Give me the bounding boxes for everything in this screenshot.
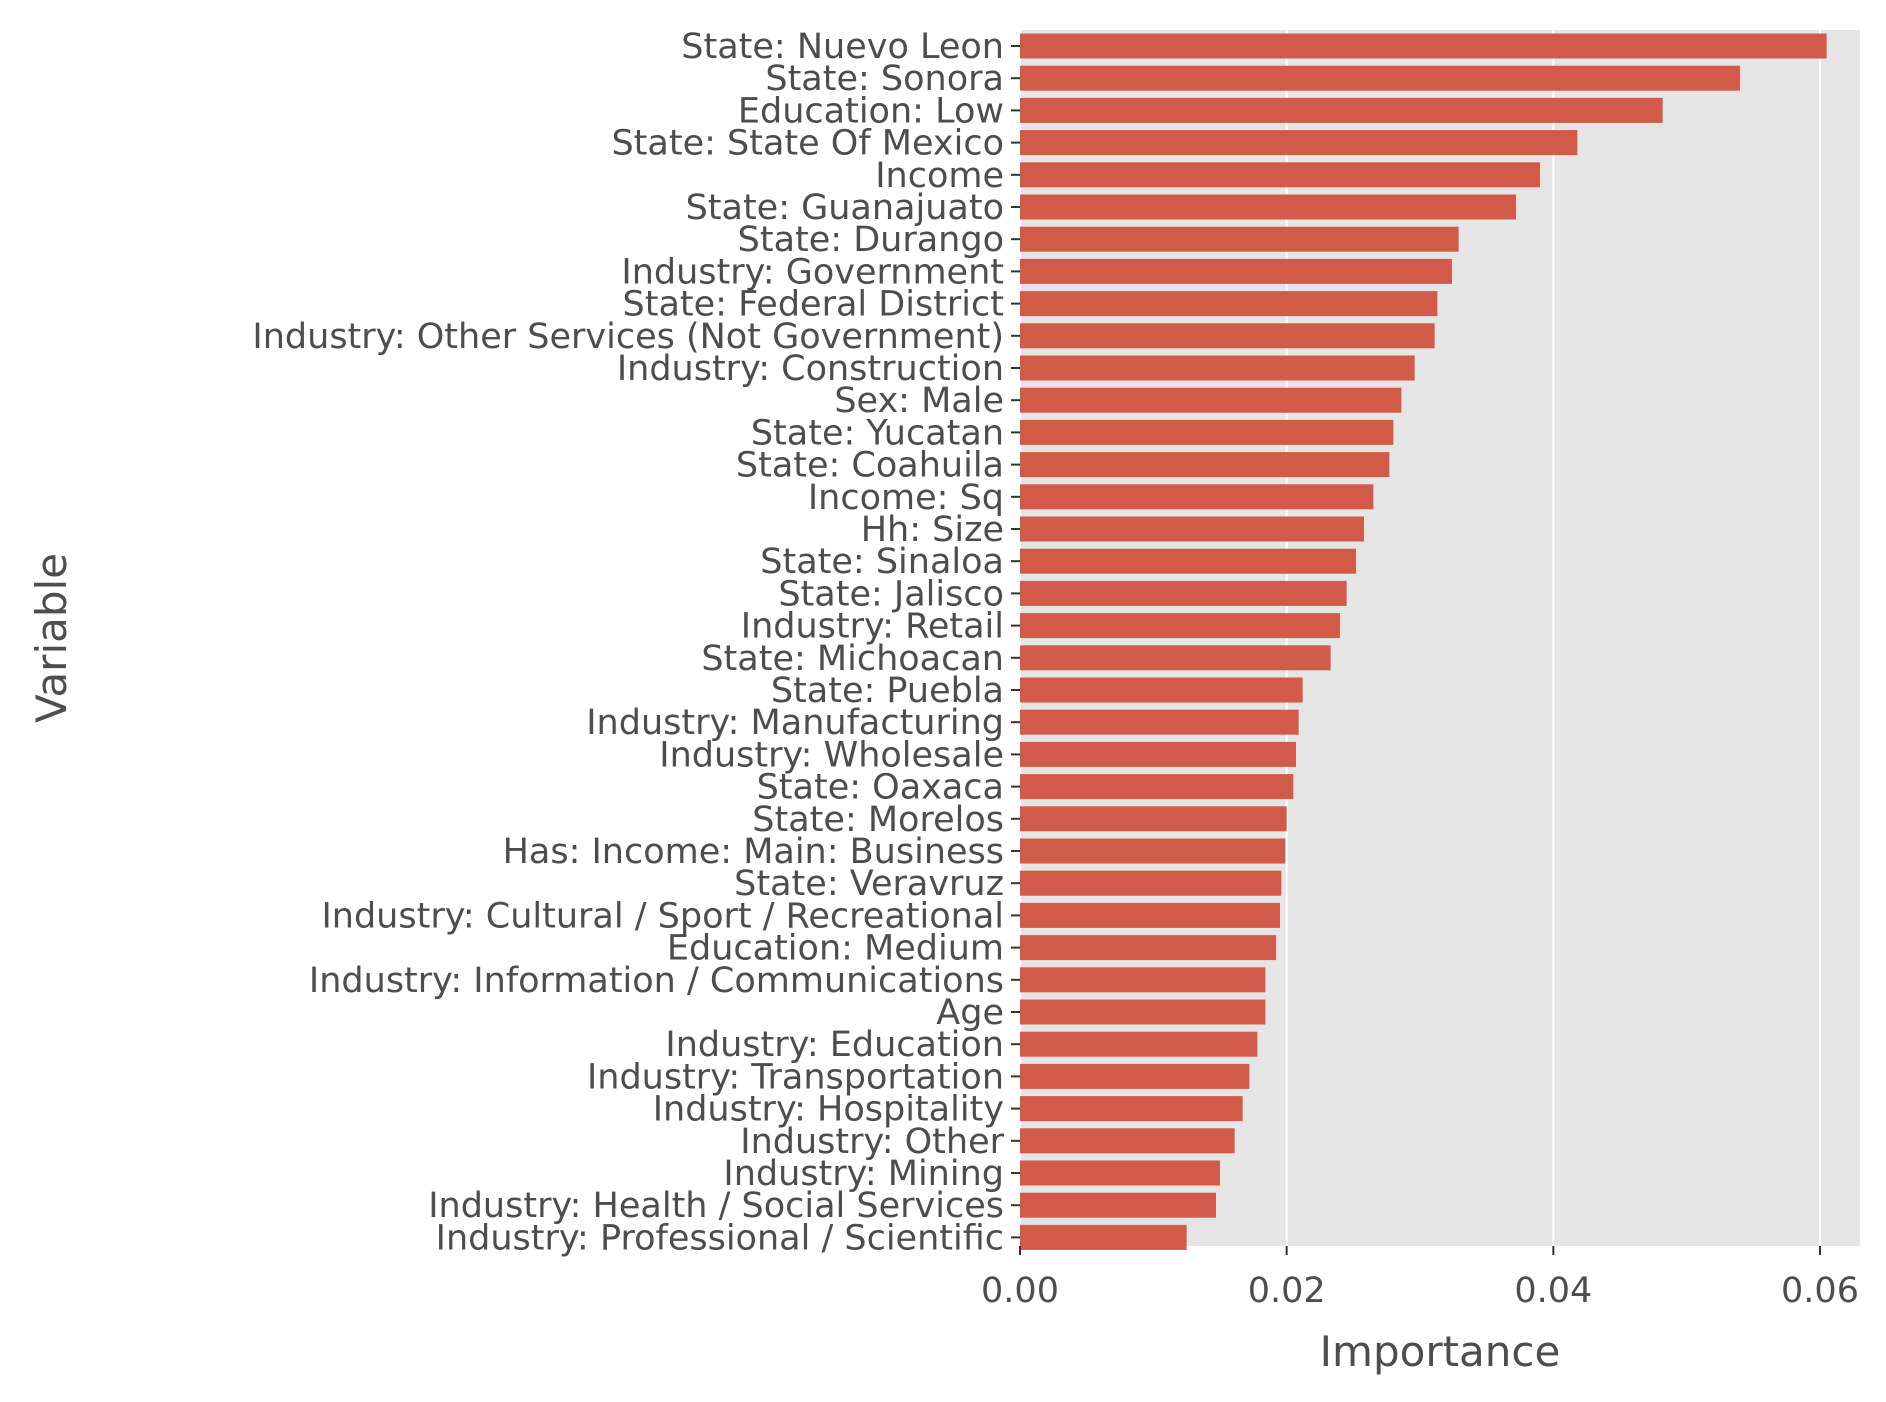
bar	[1020, 1128, 1235, 1154]
bar	[1020, 1063, 1250, 1089]
bar	[1020, 548, 1356, 574]
bar	[1020, 1224, 1187, 1250]
bar	[1020, 419, 1394, 445]
bar	[1020, 870, 1282, 896]
bar	[1020, 97, 1663, 123]
bar	[1020, 1031, 1258, 1057]
bar	[1020, 1192, 1216, 1218]
bar	[1020, 935, 1276, 961]
bar	[1020, 323, 1435, 349]
category-label: Education: Low	[738, 91, 1004, 131]
bar	[1020, 999, 1266, 1025]
bar	[1020, 226, 1459, 252]
bar	[1020, 194, 1516, 220]
category-label: Industry: Wholesale	[659, 735, 1004, 775]
category-label: Industry: Retail	[741, 607, 1004, 647]
bar	[1020, 709, 1299, 735]
bar	[1020, 838, 1286, 864]
category-label: Industry: Government	[621, 252, 1004, 292]
category-label: Income	[875, 156, 1004, 196]
bar	[1020, 387, 1402, 413]
x-axis-title: Importance	[1320, 1327, 1561, 1376]
category-label: State: Oaxaca	[757, 768, 1004, 808]
category-label: Income: Sq	[808, 478, 1004, 518]
category-label: Age	[936, 993, 1004, 1033]
bar	[1020, 677, 1303, 703]
category-label: Education: Medium	[667, 929, 1004, 969]
bars	[1020, 33, 1827, 1250]
bar	[1020, 65, 1740, 91]
category-label: State: Nuevo Leon	[681, 27, 1004, 67]
category-label: Industry: Hospitality	[653, 1090, 1004, 1130]
category-label: State: Yucatan	[751, 413, 1004, 453]
bar	[1020, 162, 1540, 188]
category-label: State: Michoacan	[701, 639, 1004, 679]
bar	[1020, 580, 1347, 606]
category-label: Hh: Size	[861, 510, 1004, 550]
bar	[1020, 291, 1438, 317]
category-label: State: State Of Mexico	[611, 124, 1004, 164]
x-tick-label: 0.06	[1781, 1271, 1859, 1311]
category-label: Sex: Male	[834, 381, 1004, 421]
bar	[1020, 741, 1296, 767]
category-label: Industry: Mining	[723, 1154, 1004, 1194]
bar	[1020, 452, 1390, 478]
category-label: Industry: Health / Social Services	[428, 1186, 1004, 1226]
bar	[1020, 33, 1827, 59]
x-tick-label: 0.00	[981, 1271, 1059, 1311]
category-label: Industry: Manufacturing	[586, 703, 1004, 743]
category-label: State: Jalisco	[778, 574, 1004, 614]
bar	[1020, 130, 1578, 156]
category-label: Industry: Information / Communications	[309, 961, 1004, 1001]
category-label: State: Sonora	[765, 59, 1004, 99]
y-axis-title: Variable	[27, 553, 76, 723]
x-ticks: 0.00 0.02 0.04 0.06	[981, 1246, 1859, 1311]
bar	[1020, 258, 1452, 284]
bar	[1020, 355, 1415, 381]
x-tick-label: 0.02	[1248, 1271, 1326, 1311]
category-label: State: Durango	[738, 220, 1004, 260]
category-label: State: Sinaloa	[760, 542, 1004, 582]
bar	[1020, 774, 1294, 800]
category-label: Industry: Education	[665, 1025, 1004, 1065]
category-label: State: Federal District	[623, 285, 1004, 325]
y-ticks	[1011, 45, 1020, 1239]
bar	[1020, 516, 1364, 542]
category-label: State: Puebla	[771, 671, 1004, 711]
category-label: Industry: Construction	[617, 349, 1004, 389]
category-label: State: Guanajuato	[686, 188, 1004, 228]
category-label: State: Veravruz	[734, 864, 1004, 904]
x-tick-label: 0.04	[1514, 1271, 1592, 1311]
category-label: Industry: Professional / Scientific	[436, 1218, 1004, 1258]
bar	[1020, 484, 1374, 510]
bar	[1020, 806, 1287, 832]
category-label: State: Morelos	[752, 800, 1004, 840]
category-label: Industry: Other	[740, 1122, 1004, 1162]
category-label: Industry: Other Services (Not Government…	[252, 317, 1004, 357]
bar	[1020, 1096, 1243, 1122]
bar	[1020, 1160, 1220, 1186]
category-label: Industry: Cultural / Sport / Recreationa…	[321, 896, 1004, 936]
bar	[1020, 613, 1340, 639]
category-label: Industry: Transportation	[587, 1057, 1004, 1097]
bar	[1020, 967, 1266, 993]
category-label: State: Coahuila	[736, 446, 1004, 486]
bar	[1020, 645, 1331, 671]
category-label: Has: Income: Main: Business	[503, 832, 1004, 872]
bar	[1020, 902, 1280, 928]
